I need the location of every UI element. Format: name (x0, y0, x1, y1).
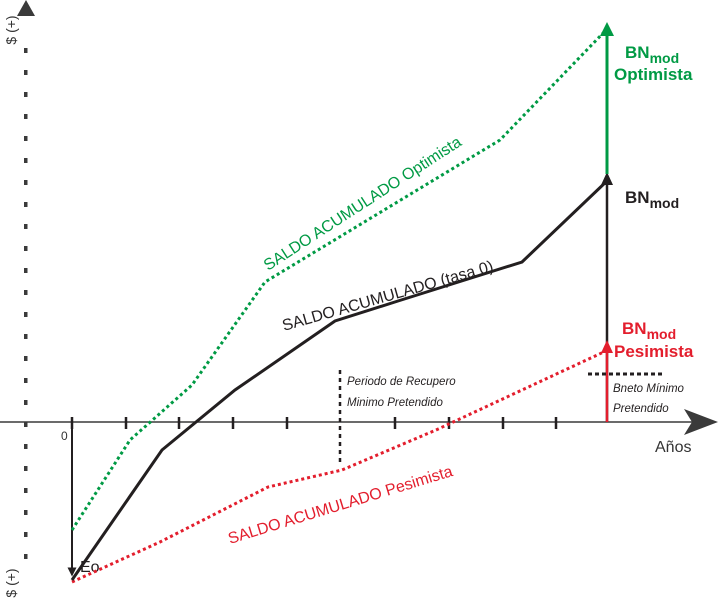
y-axis-dot (24, 422, 28, 427)
origin-label: 0 (61, 429, 68, 443)
y-axis-dot (24, 224, 28, 229)
y-axis-dot (24, 400, 28, 405)
y-axis-dot (24, 532, 28, 537)
pessimistic-curve-label: SALDO ACUMULADO Pesimista (226, 463, 455, 548)
bn-optimistic-label: BNmod (625, 43, 679, 66)
y-axis-bottom-label: $ (+) (3, 568, 19, 597)
optimistic-curve-label: SALDO ACUMULADO Optimista (261, 134, 465, 275)
y-axis-dot (24, 158, 28, 163)
y-axis-dot (24, 48, 28, 53)
y-axis-dot (24, 290, 28, 295)
base-curve (70, 178, 610, 581)
optimistic-curve (70, 26, 610, 531)
y-axis-dot (24, 136, 28, 141)
bn-base-arrowhead (601, 172, 613, 185)
y-axis-dot (24, 466, 28, 471)
bn-base-label: BNmod (625, 188, 679, 211)
y-axis-dot (24, 246, 28, 251)
y-axis-dot (24, 312, 28, 317)
y-axis-dot (24, 202, 28, 207)
bn-pessimistic-arrowhead (601, 340, 613, 353)
y-axis-dot (24, 180, 28, 185)
y-axis-dot (24, 510, 28, 515)
y-axis-dot (24, 70, 28, 75)
bn-pessimistic-suffix: Pesimista (614, 342, 694, 361)
base-curve-label: SALDO ACUMULADO (tasa 0) (280, 258, 495, 335)
y-axis-dot (24, 114, 28, 119)
bn-optimistic-arrowhead (600, 22, 614, 36)
y-axis-top-arrow (17, 0, 35, 16)
y-axis-dot (24, 378, 28, 383)
y-axis-dot (24, 356, 28, 361)
x-axis-label: Años (655, 439, 691, 456)
bn-pessimistic-label: BNmod (622, 319, 676, 342)
y-axis-dot (24, 268, 28, 273)
y-axis-top-label: $ (+) (3, 15, 19, 44)
y-axis-dot (24, 92, 28, 97)
y-axis-dot (24, 334, 28, 339)
y-axis-dot (24, 488, 28, 493)
x-axis-arrow (684, 409, 718, 435)
y-axis (24, 48, 28, 559)
bn-optimistic-suffix: Optimista (614, 65, 693, 84)
bneto-label-line1: Bneto Mínimo (613, 383, 685, 395)
period-label-line2: Minimo Pretendido (347, 397, 443, 409)
y-axis-dot (24, 554, 28, 559)
pessimistic-curve (71, 348, 609, 584)
y-axis-dot (24, 444, 28, 449)
period-label-line1: Periodo de Recupero (347, 376, 456, 388)
bneto-label-line2: Pretendido (613, 403, 669, 415)
